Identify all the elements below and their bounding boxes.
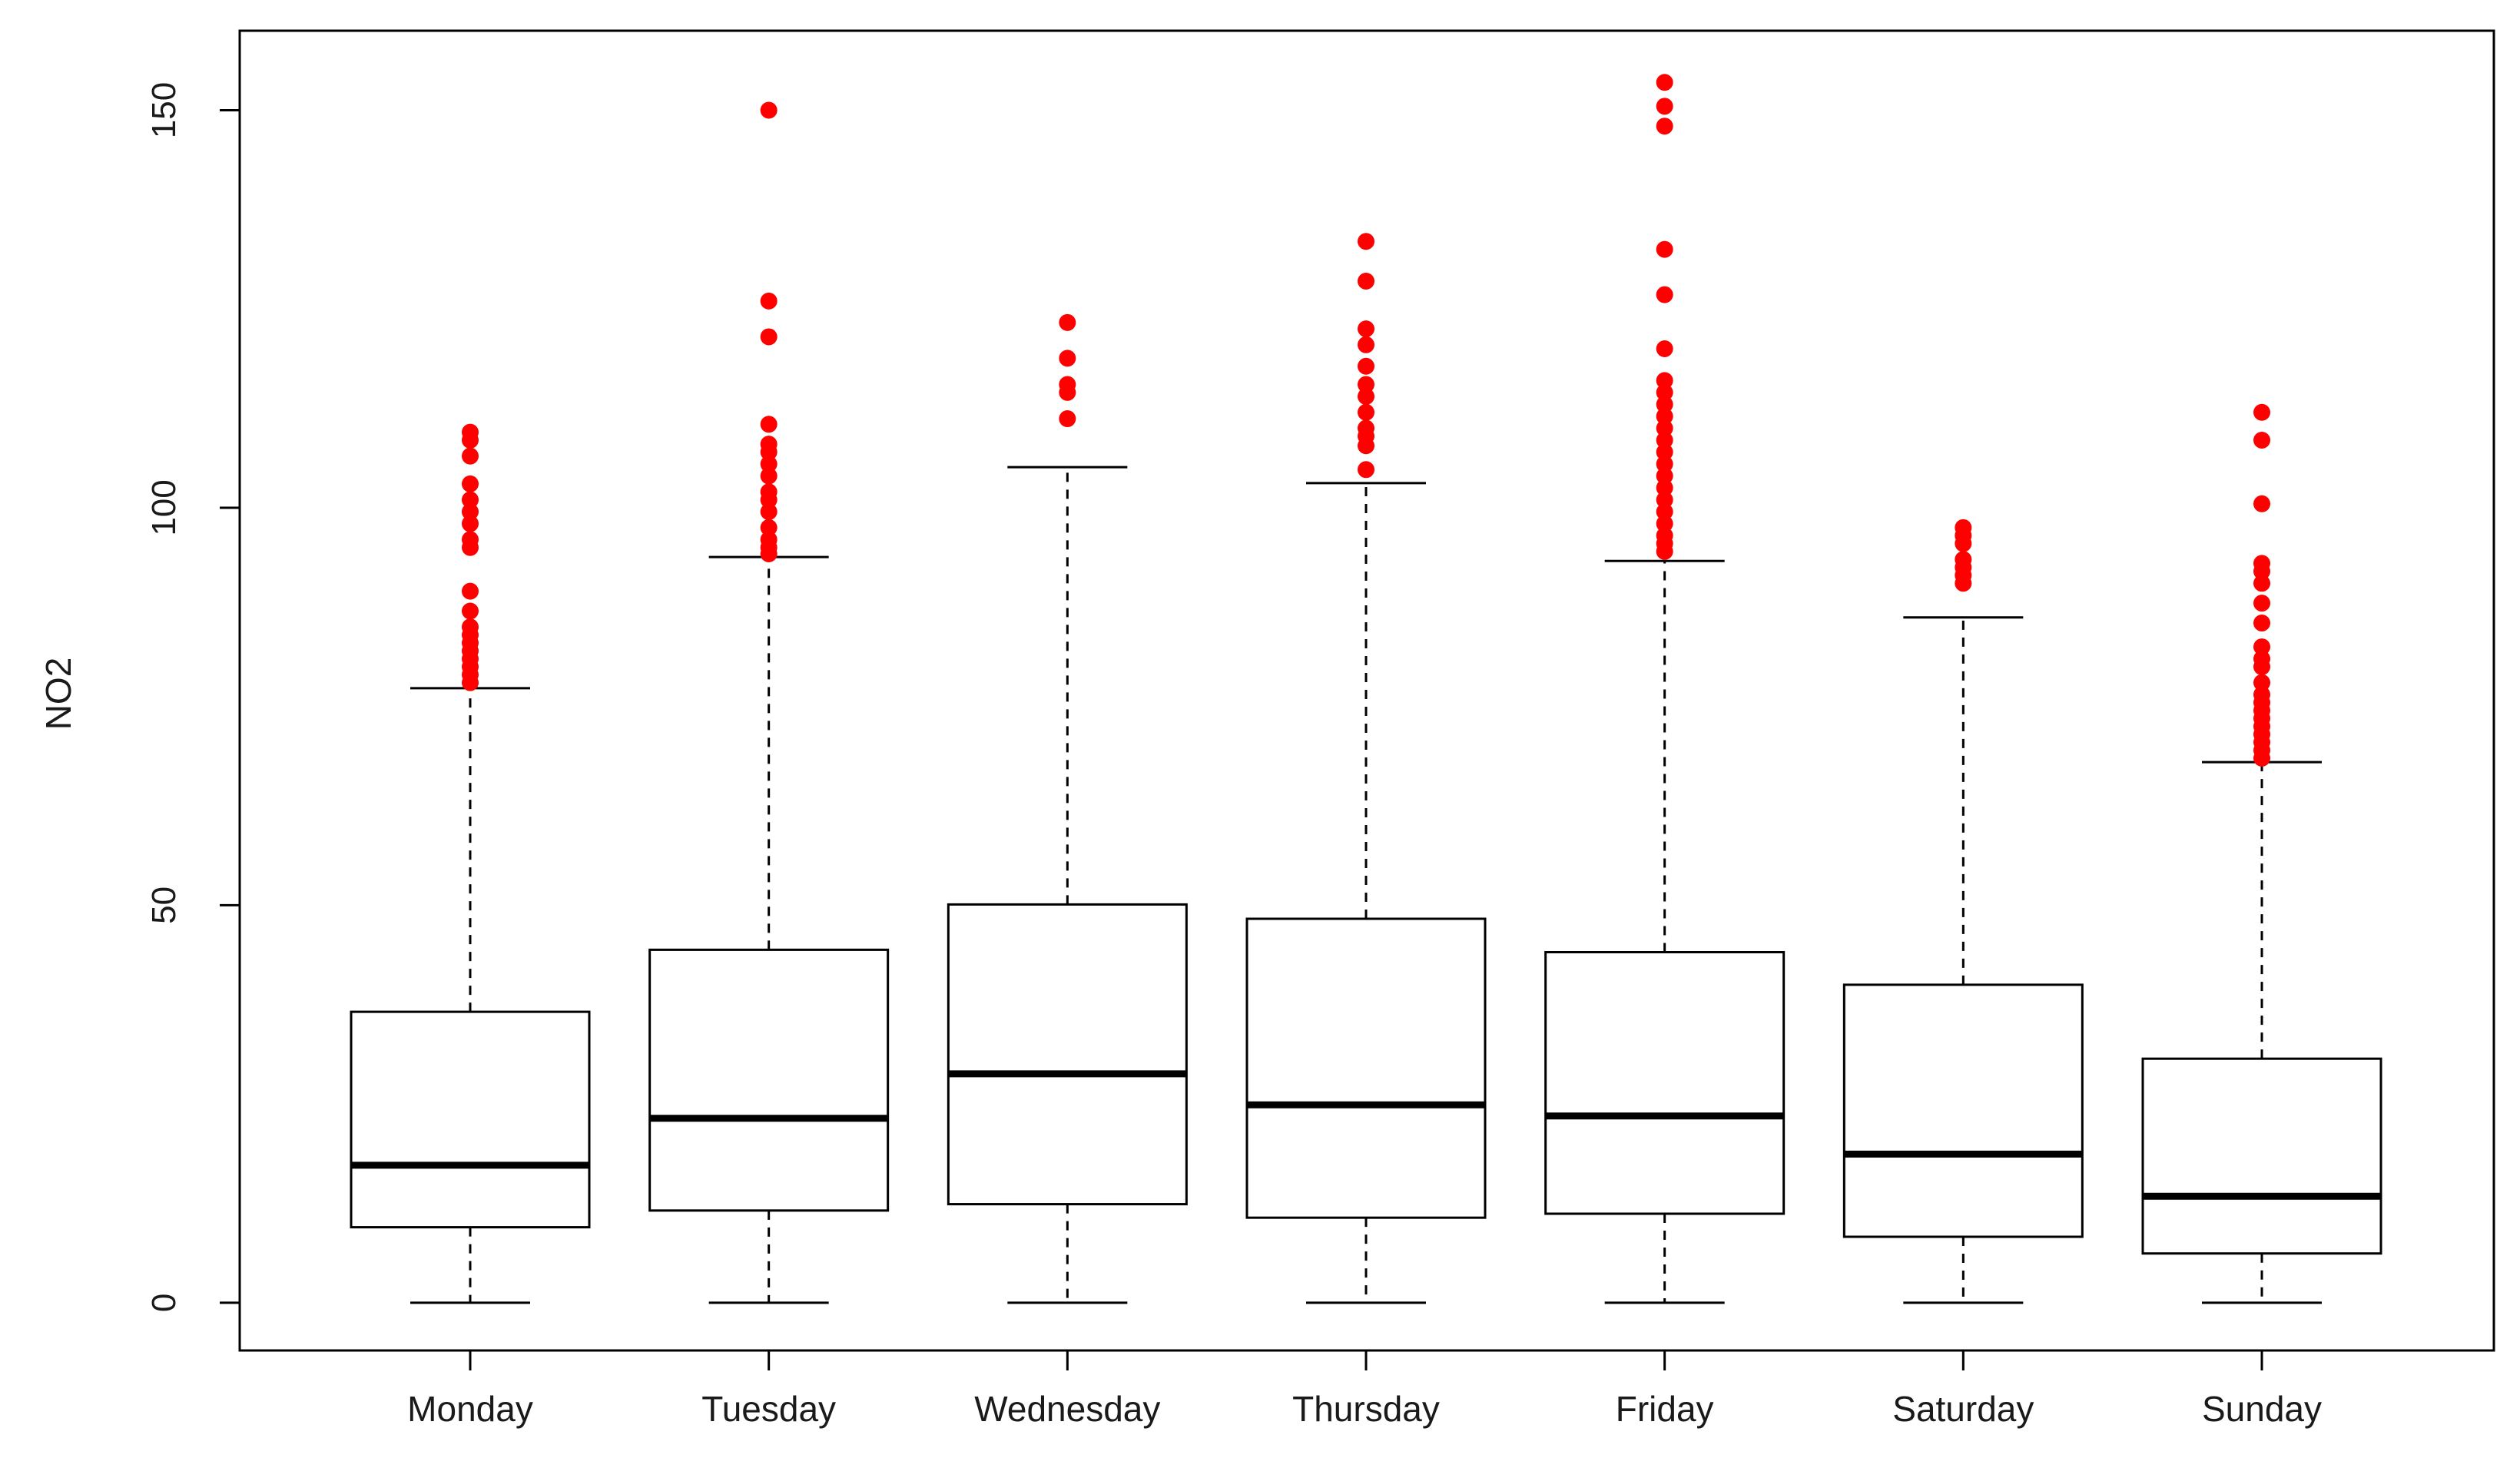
outlier-point bbox=[760, 467, 778, 485]
outlier-point bbox=[2253, 686, 2270, 704]
outlier-point bbox=[760, 101, 778, 119]
outlier-point bbox=[1358, 419, 1374, 437]
y-tick-label: 100 bbox=[145, 479, 183, 535]
box-saturday bbox=[1842, 616, 2084, 1304]
x-tick-label: Saturday bbox=[1892, 1389, 2034, 1429]
x-tick-label: Monday bbox=[407, 1389, 533, 1429]
outlier-point bbox=[1656, 456, 1673, 473]
outlier-point bbox=[462, 503, 479, 521]
outlier-point bbox=[760, 436, 778, 453]
outlier-point bbox=[1656, 515, 1673, 532]
box-tuesday bbox=[648, 555, 890, 1304]
outlier-point bbox=[760, 531, 778, 548]
outlier-point bbox=[1656, 286, 1673, 303]
outlier-point bbox=[1059, 376, 1076, 393]
outlier-point bbox=[462, 582, 479, 600]
x-tick-label: Friday bbox=[1616, 1389, 1714, 1429]
outlier-point bbox=[1059, 350, 1076, 367]
outlier-point bbox=[1656, 443, 1673, 461]
outlier-point bbox=[760, 328, 778, 346]
box-thursday bbox=[1245, 482, 1487, 1304]
outlier-point bbox=[1358, 357, 1374, 375]
outlier-point bbox=[1656, 74, 1673, 91]
iqr-box bbox=[947, 903, 1188, 1206]
outlier-point bbox=[2253, 431, 2270, 449]
outlier-point bbox=[1656, 372, 1673, 389]
outlier-point bbox=[1656, 383, 1673, 401]
outlier-point bbox=[2253, 575, 2270, 592]
outlier-point bbox=[1358, 403, 1374, 421]
outlier-point bbox=[2253, 615, 2270, 632]
outlier-point bbox=[1656, 118, 1673, 135]
outlier-point bbox=[1656, 396, 1673, 413]
outlier-point bbox=[462, 515, 479, 532]
outlier-point bbox=[1059, 410, 1076, 428]
outlier-point bbox=[760, 292, 778, 310]
outlier-point bbox=[1656, 98, 1673, 115]
outlier-point bbox=[1656, 419, 1673, 437]
outlier-point bbox=[760, 503, 778, 521]
outlier-point bbox=[1656, 407, 1673, 425]
box-friday bbox=[1544, 559, 1786, 1304]
outlier-point bbox=[462, 423, 479, 441]
outlier-point bbox=[2253, 495, 2270, 512]
y-tick-label: 150 bbox=[145, 82, 183, 138]
outlier-point bbox=[1358, 320, 1374, 338]
outlier-point bbox=[1358, 388, 1374, 406]
outlier-point bbox=[1358, 233, 1374, 250]
box-sunday bbox=[2141, 761, 2382, 1304]
outlier-point bbox=[2253, 674, 2270, 691]
outlier-point bbox=[1656, 240, 1673, 258]
outlier-point bbox=[2253, 595, 2270, 612]
outlier-point bbox=[1656, 340, 1673, 357]
outlier-point bbox=[462, 447, 479, 465]
outlier-point bbox=[1059, 313, 1076, 331]
outlier-point bbox=[760, 519, 778, 536]
outlier-point bbox=[1955, 519, 1972, 536]
outlier-point bbox=[2253, 403, 2270, 421]
outlier-point bbox=[1358, 376, 1374, 393]
outlier-point bbox=[1656, 503, 1673, 521]
x-tick-label: Thursday bbox=[1292, 1389, 1440, 1429]
box-monday bbox=[350, 687, 591, 1304]
iqr-box bbox=[1245, 917, 1487, 1219]
outlier-point bbox=[760, 483, 778, 501]
iqr-box bbox=[350, 1010, 591, 1229]
outlier-point bbox=[1358, 273, 1374, 290]
box-wednesday bbox=[947, 466, 1188, 1304]
outlier-point bbox=[2253, 555, 2270, 572]
outlier-point bbox=[1358, 461, 1374, 479]
outlier-point bbox=[1955, 551, 1972, 568]
outlier-point bbox=[1656, 479, 1673, 497]
y-tick-label: 50 bbox=[145, 886, 183, 924]
outlier-point bbox=[2253, 638, 2270, 656]
x-tick-label: Tuesday bbox=[701, 1389, 836, 1429]
iqr-box bbox=[2141, 1057, 2382, 1255]
outlier-point bbox=[760, 416, 778, 433]
iqr-box bbox=[648, 948, 890, 1212]
outlier-point bbox=[1358, 336, 1374, 353]
outlier-point bbox=[1656, 491, 1673, 509]
x-tick-label: Sunday bbox=[2202, 1389, 2322, 1429]
y-tick-label: 0 bbox=[145, 1294, 183, 1312]
outlier-point bbox=[462, 531, 479, 548]
outlier-point bbox=[462, 475, 479, 492]
y-axis-label: NO2 bbox=[38, 658, 78, 731]
outlier-point bbox=[462, 491, 479, 509]
iqr-box bbox=[1842, 983, 2084, 1238]
outlier-point bbox=[2253, 650, 2270, 668]
outlier-point bbox=[462, 618, 479, 636]
outlier-point bbox=[1656, 467, 1673, 485]
x-tick-label: Wednesday bbox=[974, 1389, 1160, 1429]
outlier-point bbox=[760, 456, 778, 473]
outlier-point bbox=[1656, 527, 1673, 545]
iqr-box bbox=[1544, 950, 1786, 1215]
outlier-point bbox=[1656, 431, 1673, 449]
outlier-point bbox=[462, 602, 479, 620]
